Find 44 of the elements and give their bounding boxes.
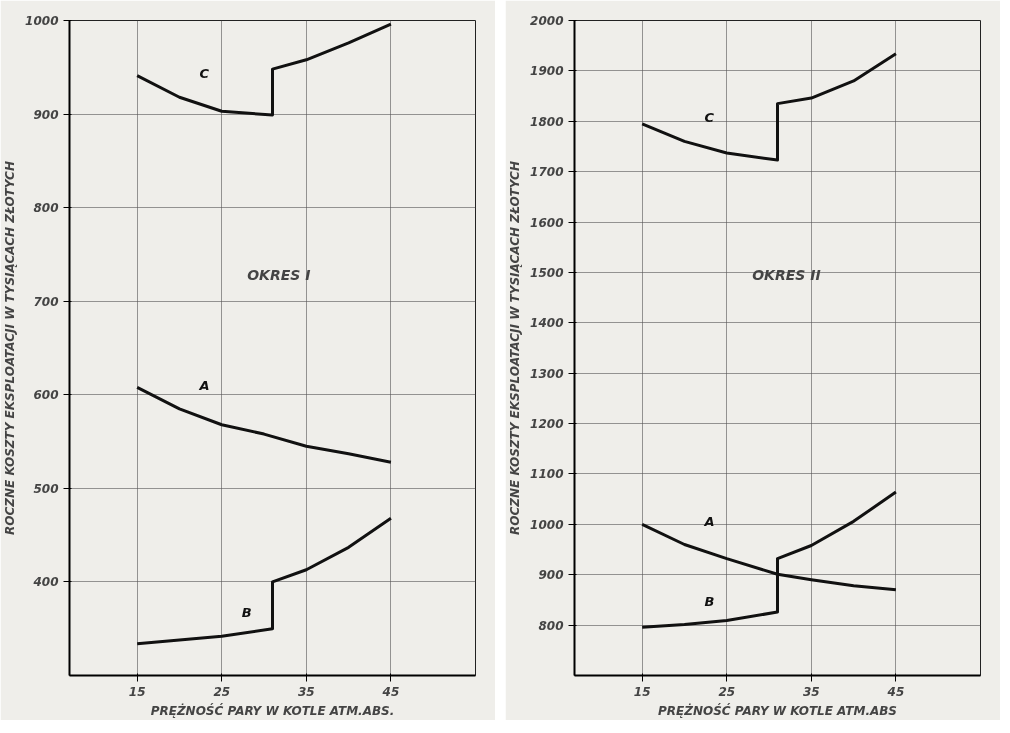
y-tick-label: 1200	[530, 417, 564, 432]
series-label: C	[199, 66, 210, 82]
y-tick-label: 1300	[530, 366, 564, 381]
line-series	[135, 516, 393, 646]
series-label: A	[198, 377, 210, 393]
x-tick-label: 35	[802, 684, 820, 699]
y-tick-label: 1700	[530, 165, 564, 180]
y-tick-label: 1500	[530, 265, 564, 280]
y-tick-label: 400	[32, 575, 59, 590]
x-axis-title: PRĘŻNOŚĆ PARY W KOTLE ATM.ABS.	[150, 702, 395, 718]
line-series	[135, 22, 393, 117]
line-series	[640, 52, 898, 162]
y-tick-label: 500	[33, 481, 59, 496]
y-tick-label: 600	[33, 388, 59, 403]
y-tick-label: 1000	[25, 14, 59, 28]
y-tick-label: 1100	[530, 467, 564, 482]
x-axis-title: PRĘŻNOŚĆ PARY W KOTLE ATM.ABS	[657, 702, 898, 718]
series-label: C	[704, 110, 715, 126]
y-axis-title: ROCZNE KOSZTY EKSPLOATACJI W TYSIĄCACH ZŁOTYCH	[508, 161, 523, 535]
x-tick-label: 25	[213, 684, 231, 699]
y-tick-label: 700	[33, 294, 59, 309]
y-tick-label: 800	[538, 618, 564, 633]
annotation: OKRES II	[752, 266, 821, 283]
y-tick-label: 900	[538, 568, 564, 583]
annotation: OKRES I	[247, 266, 311, 283]
y-tick-label: 1900	[530, 64, 564, 79]
series-label: B	[704, 593, 715, 609]
series-label: B	[241, 605, 252, 621]
y-tick-label: 900	[33, 107, 59, 122]
x-tick-label: 35	[297, 684, 315, 699]
y-axis-title: ROCZNE KOSZTY EKSPLOATACJI W TYSIĄCACH ZŁOTYCH	[3, 161, 18, 535]
x-tick-label: 15	[633, 684, 651, 699]
y-tick-label: 1600	[530, 215, 564, 230]
y-tick-label: 1800	[530, 114, 564, 129]
line-series	[640, 490, 898, 629]
x-tick-label: 45	[381, 684, 400, 699]
x-tick-label: 45	[886, 684, 905, 699]
x-tick-label: 25	[718, 684, 736, 699]
y-tick-label: 2000	[530, 14, 564, 28]
y-tick-label: 1000	[530, 517, 564, 532]
x-tick-label: 15	[128, 684, 146, 699]
y-tick-label: 1400	[530, 316, 564, 331]
y-tick-label: 800	[33, 201, 59, 216]
series-label: A	[703, 513, 715, 529]
